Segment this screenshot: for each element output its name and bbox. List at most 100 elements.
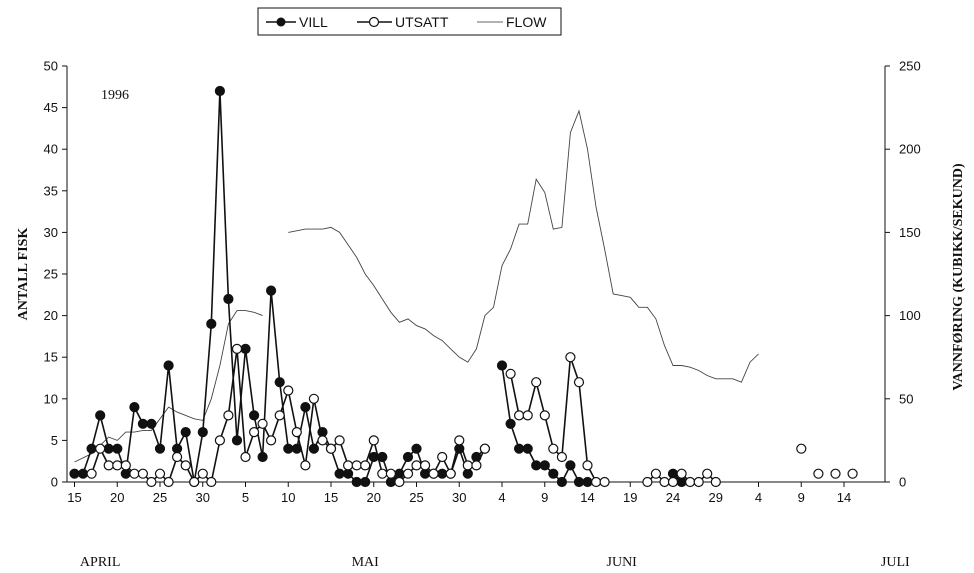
vill-point — [548, 468, 559, 479]
utsatt-point — [249, 427, 260, 438]
legend-utsatt-marker — [368, 16, 380, 28]
vill-point — [249, 410, 260, 421]
utsatt-point — [411, 460, 422, 471]
left-tick-label: 45 — [44, 100, 58, 115]
vill-point — [496, 360, 508, 371]
vill-point — [462, 468, 473, 479]
vill-point — [112, 443, 123, 454]
utsatt-point — [197, 468, 208, 479]
x-tick-label: 4 — [755, 490, 762, 505]
left-tick-label: 15 — [44, 350, 58, 365]
month-label: APRIL — [80, 555, 120, 570]
utsatt-point — [556, 451, 568, 463]
utsatt-point — [154, 468, 166, 479]
utsatt-point — [274, 410, 285, 421]
left-tick-label: 20 — [44, 308, 58, 323]
vill-point — [172, 443, 183, 454]
vill-point — [180, 427, 191, 438]
utsatt-point — [505, 368, 516, 379]
year-label: 1996 — [101, 88, 129, 103]
utsatt-point — [590, 476, 602, 488]
left-axis-ticks: 0 5 10 15 20 25 30 35 40 45 50 — [44, 59, 67, 490]
vill-point — [539, 460, 550, 471]
utsatt-point — [402, 468, 414, 479]
left-tick-label: 10 — [44, 391, 58, 406]
utsatt-point — [548, 443, 559, 454]
vill-point — [531, 460, 542, 471]
x-tick-label: 24 — [666, 490, 680, 505]
x-tick-label: 4 — [498, 490, 505, 505]
month-label: MAI — [352, 555, 380, 570]
x-tick-label: 29 — [709, 490, 723, 505]
vill-point — [154, 443, 166, 454]
utsatt-point — [385, 468, 396, 479]
vill-point — [214, 85, 225, 97]
series-flow — [74, 109, 759, 463]
vill-point — [513, 443, 525, 454]
vill-point — [351, 476, 362, 488]
utsatt-point — [599, 476, 610, 488]
utsatt-point — [172, 451, 183, 463]
vill-point — [77, 468, 89, 479]
vill-point — [308, 443, 319, 454]
utsatt-point — [813, 468, 824, 479]
utsatt-point — [334, 435, 345, 446]
utsatt-point — [394, 476, 405, 488]
vill-point — [556, 476, 568, 488]
utsatt-point — [573, 377, 585, 388]
vill-point — [146, 418, 157, 429]
utsatt-point — [531, 377, 542, 388]
utsatt-point — [137, 468, 148, 479]
legend-box — [257, 7, 562, 36]
vill-point — [437, 468, 448, 479]
vill-point — [394, 468, 405, 479]
utsatt-point — [437, 451, 448, 463]
flow-line — [288, 109, 759, 383]
utsatt-point — [479, 443, 490, 454]
vill-point — [163, 360, 174, 371]
x-tick-label: 20 — [110, 490, 124, 505]
utsatt-point — [343, 460, 354, 471]
utsatt-point — [565, 352, 576, 363]
utsatt-point — [351, 460, 362, 471]
right-tick-label: 50 — [899, 391, 913, 406]
utsatt-point — [539, 410, 550, 421]
vill-point — [385, 476, 396, 488]
utsatt-point — [582, 460, 593, 471]
utsatt-point — [513, 410, 525, 421]
vill-point — [565, 460, 576, 471]
utsatt-point — [462, 460, 473, 471]
utsatt-point — [308, 393, 319, 404]
legend-vill-marker — [276, 17, 286, 27]
month-label: JULI — [881, 555, 910, 570]
utsatt-point — [86, 468, 97, 479]
vill-point — [266, 285, 277, 296]
vill-point — [300, 402, 311, 413]
utsatt-point — [454, 435, 465, 446]
flow-line — [74, 310, 263, 463]
left-axis-title: ANTALL FISK — [16, 228, 31, 321]
x-tick-label: 9 — [798, 490, 805, 505]
right-tick-label: 200 — [899, 142, 921, 157]
utsatt-point — [377, 468, 388, 479]
vill-point — [573, 476, 585, 488]
legend-vill-label: VILL — [299, 14, 328, 30]
vill-point — [257, 451, 268, 463]
utsatt-point — [676, 468, 687, 479]
vill-point — [522, 443, 533, 454]
vill-point — [343, 468, 354, 479]
x-tick-label: 15 — [324, 490, 338, 505]
utsatt-point — [650, 468, 662, 479]
utsatt-point — [163, 476, 174, 488]
utsatt-point — [95, 443, 106, 454]
utsatt-point — [693, 476, 704, 488]
utsatt-point — [257, 418, 268, 429]
utsatt-point — [266, 435, 277, 446]
left-tick-label: 35 — [44, 183, 58, 198]
left-tick-label: 30 — [44, 225, 58, 240]
x-tick-label: 14 — [837, 490, 851, 505]
vill-point — [505, 418, 516, 429]
utsatt-point — [684, 476, 696, 488]
x-tick-label: 20 — [367, 490, 381, 505]
